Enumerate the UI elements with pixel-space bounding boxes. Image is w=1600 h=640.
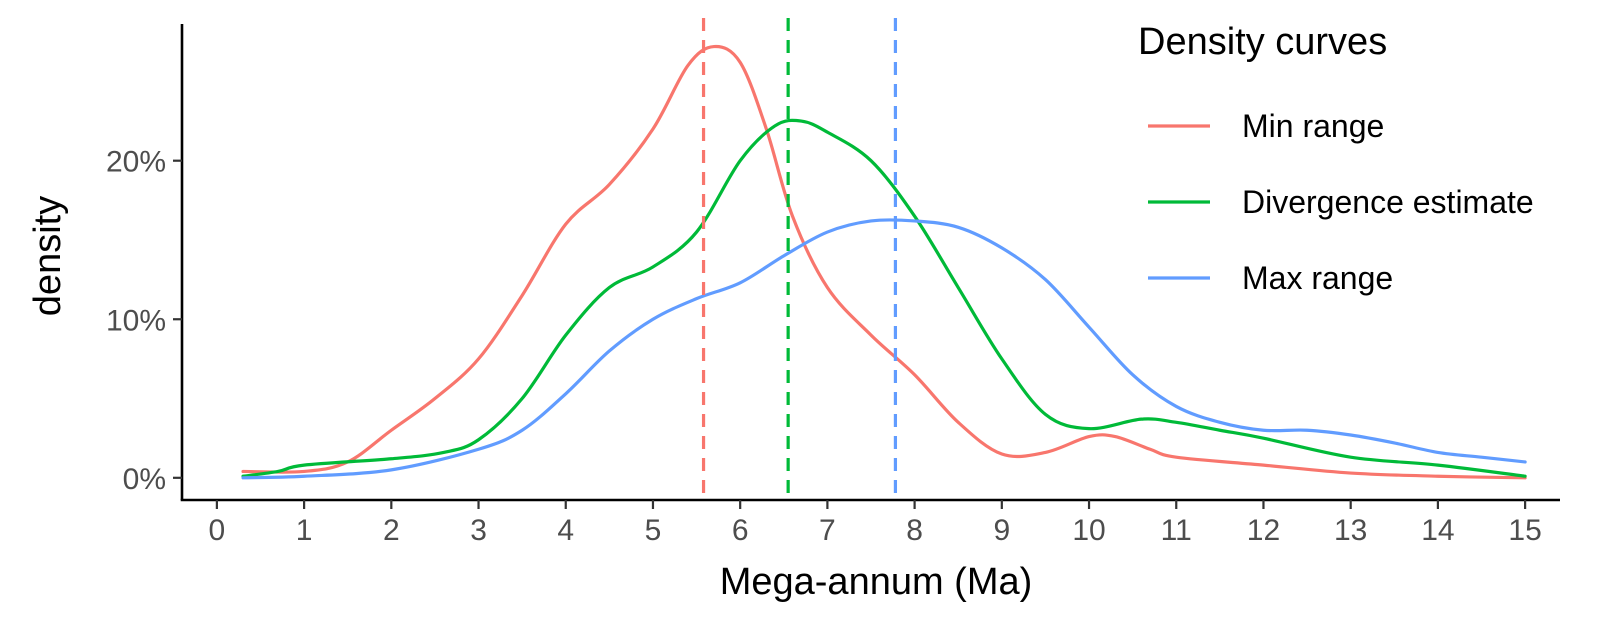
x-tick-label: 6 — [732, 514, 749, 547]
x-tick-label: 12 — [1247, 514, 1280, 547]
x-tick-label: 11 — [1161, 514, 1192, 547]
x-tick-label: 1 — [296, 514, 313, 547]
x-tick-label: 7 — [819, 514, 836, 547]
axes: 0 1 2 3 4 5 6 7 8 9 10 11 12 13 14 150%10%20% — [106, 24, 1560, 547]
legend-label: Max range — [1242, 260, 1393, 296]
legend: Density curves Min range Divergence estim… — [1138, 21, 1534, 296]
x-tick-label: 2 — [383, 514, 400, 547]
x-tick-label: 4 — [557, 514, 574, 547]
density-line-divergence-estimate — [241, 118, 1527, 478]
x-tick-label: 14 — [1421, 514, 1454, 547]
x-tick-label: 9 — [993, 514, 1010, 547]
legend-title: Density curves — [1138, 21, 1387, 63]
x-axis-title: Mega-annum (Ma) — [720, 561, 1033, 603]
y-tick-label: 20% — [106, 146, 166, 179]
plot-lines — [241, 18, 1527, 498]
x-tick-label: 3 — [470, 514, 487, 547]
y-tick-label: 0% — [123, 463, 166, 496]
legend-label: Min range — [1242, 108, 1384, 144]
x-tick-label: 5 — [645, 514, 662, 547]
legend-label: Divergence estimate — [1242, 184, 1534, 220]
density-line-min-range — [241, 44, 1527, 480]
x-tick-label: 15 — [1508, 514, 1541, 547]
density-line-max-range — [241, 218, 1527, 480]
x-tick-label: 10 — [1072, 514, 1105, 547]
x-tick-label: 13 — [1334, 514, 1367, 547]
x-tick-label: 0 — [209, 514, 226, 547]
y-axis-title: density — [27, 196, 69, 316]
x-tick-label: 8 — [906, 514, 923, 547]
y-tick-label: 10% — [106, 304, 166, 337]
